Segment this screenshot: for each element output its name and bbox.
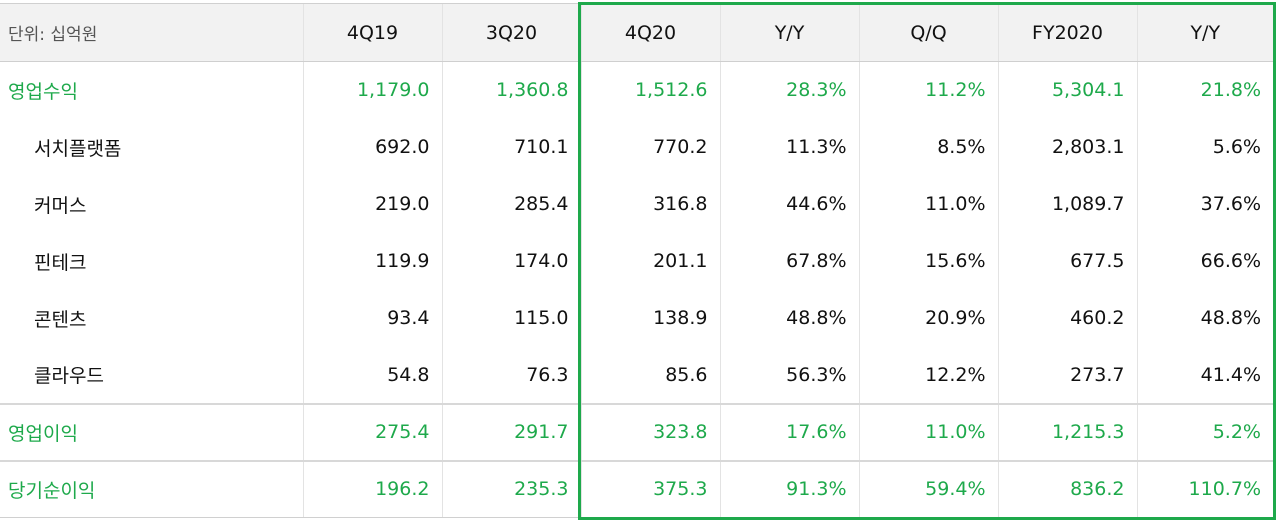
cell-value: 1,215.3 [997, 402, 1137, 461]
cell-value: 59.4% [858, 459, 998, 518]
cell-value: 138.9 [580, 289, 720, 347]
row-label: 커머스 [34, 194, 87, 217]
cell-value: 196.2 [302, 459, 442, 518]
cell-value: 17.6% [719, 402, 859, 461]
row-cloud: 클라우드 54.8 76.3 85.6 56.3% 12.2% 273.7 41… [0, 346, 1273, 404]
cell-value: 76.3 [441, 346, 581, 404]
cell-value: 285.4 [441, 175, 581, 233]
cell-value: 5,304.1 [997, 61, 1137, 119]
row-label: 클라우드 [34, 365, 104, 387]
cell-value: 15.6% [858, 232, 998, 290]
cell-value: 460.2 [997, 289, 1137, 347]
cell-value: 201.1 [580, 232, 720, 290]
cell-value: 67.8% [719, 232, 859, 290]
cell-value: 323.8 [580, 402, 720, 461]
cell-value: 375.3 [580, 459, 720, 518]
cell-value: 56.3% [719, 346, 859, 404]
header-4q20: 4Q20 [580, 3, 720, 62]
cell-value: 1,179.0 [302, 61, 442, 119]
cell-value: 275.4 [302, 402, 442, 461]
cell-value: 11.0% [858, 402, 998, 461]
cell-value: 11.3% [719, 118, 859, 176]
cell-value: 710.1 [441, 118, 581, 176]
row-search-platform: 서치플랫폼 692.0 710.1 770.2 11.3% 8.5% 2,803… [0, 118, 1273, 176]
cell-value: 110.7% [1136, 459, 1273, 518]
cell-value: 692.0 [302, 118, 442, 176]
cell-value: 41.4% [1136, 346, 1273, 404]
header-fy-yoy: Y/Y [1136, 3, 1273, 62]
header-yoy: Y/Y [719, 3, 859, 62]
cell-value: 11.0% [858, 175, 998, 233]
cell-value: 316.8 [580, 175, 720, 233]
cell-value: 174.0 [441, 232, 581, 290]
row-fintech: 핀테크 119.9 174.0 201.1 67.8% 15.6% 677.5 … [0, 232, 1273, 290]
cell-value: 5.2% [1136, 402, 1273, 461]
row-label: 영업이익 [0, 402, 303, 461]
cell-value: 93.4 [302, 289, 442, 347]
cell-value: 677.5 [997, 232, 1137, 290]
row-net-income: 당기순이익 196.2 235.3 375.3 91.3% 59.4% 836.… [0, 459, 1273, 518]
cell-value: 48.8% [719, 289, 859, 347]
cell-value: 20.9% [858, 289, 998, 347]
cell-value: 1,360.8 [441, 61, 581, 119]
cell-value: 85.6 [580, 346, 720, 404]
row-label: 콘텐츠 [34, 308, 87, 331]
cell-value: 5.6% [1136, 118, 1273, 176]
row-label: 당기순이익 [0, 459, 303, 518]
cell-value: 1,512.6 [580, 61, 720, 119]
cell-value: 836.2 [997, 459, 1137, 518]
cell-value: 1,089.7 [997, 175, 1137, 233]
header-fy2020: FY2020 [997, 3, 1137, 62]
row-label: 핀테크 [34, 251, 87, 274]
cell-value: 8.5% [858, 118, 998, 176]
cell-value: 12.2% [858, 346, 998, 404]
row-operating-profit: 영업이익 275.4 291.7 323.8 17.6% 11.0% 1,215… [0, 402, 1273, 461]
row-contents: 콘텐츠 93.4 115.0 138.9 48.8% 20.9% 460.2 4… [0, 289, 1273, 347]
unit-label: 단위: 십억원 [0, 3, 303, 62]
row-label: 서치플랫폼 [34, 137, 122, 160]
cell-value: 28.3% [719, 61, 859, 119]
cell-value: 219.0 [302, 175, 442, 233]
cell-value: 2,803.1 [997, 118, 1137, 176]
cell-value: 21.8% [1136, 61, 1273, 119]
cell-value: 119.9 [302, 232, 442, 290]
cell-value: 235.3 [441, 459, 581, 518]
header-qoq: Q/Q [858, 3, 998, 62]
cell-value: 44.6% [719, 175, 859, 233]
header-3q20: 3Q20 [441, 3, 581, 62]
cell-value: 11.2% [858, 61, 998, 119]
header-4q19: 4Q19 [302, 3, 442, 62]
cell-value: 37.6% [1136, 175, 1273, 233]
cell-value: 91.3% [719, 459, 859, 518]
cell-value: 48.8% [1136, 289, 1273, 347]
cell-value: 115.0 [441, 289, 581, 347]
cell-value: 273.7 [997, 346, 1137, 404]
row-commerce: 커머스 219.0 285.4 316.8 44.6% 11.0% 1,089.… [0, 175, 1273, 233]
cell-value: 54.8 [302, 346, 442, 404]
cell-value: 66.6% [1136, 232, 1273, 290]
cell-value: 770.2 [580, 118, 720, 176]
header-row: 단위: 십억원 4Q19 3Q20 4Q20 Y/Y Q/Q FY2020 Y/… [0, 3, 1273, 62]
row-label: 영업수익 [8, 80, 78, 103]
cell-value: 291.7 [441, 402, 581, 461]
row-operating-revenue: 영업수익 1,179.0 1,360.8 1,512.6 28.3% 11.2%… [0, 61, 1273, 119]
financial-summary-table: 단위: 십억원 4Q19 3Q20 4Q20 Y/Y Q/Q FY2020 Y/… [0, 3, 1273, 518]
